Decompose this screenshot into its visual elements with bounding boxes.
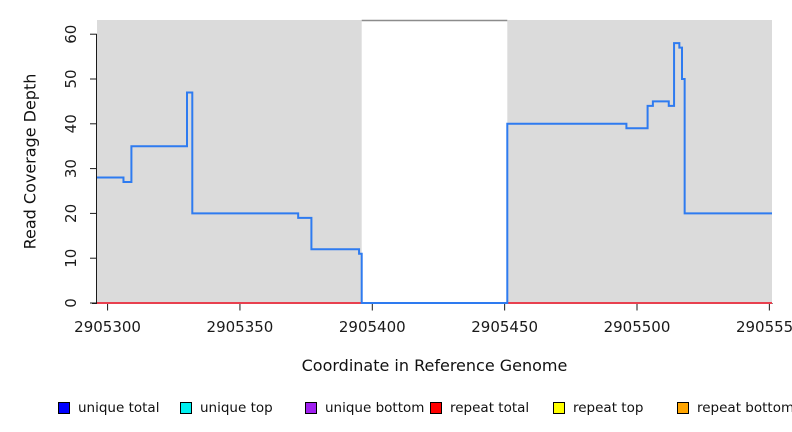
unique-top-swatch-icon xyxy=(180,402,192,414)
svg-text:0: 0 xyxy=(62,298,80,308)
repeat-total-swatch-icon xyxy=(430,402,442,414)
legend-label: unique total xyxy=(78,400,160,416)
unique-total-swatch-icon xyxy=(58,402,70,414)
svg-text:2905350: 2905350 xyxy=(207,318,274,336)
legend-label: unique top xyxy=(200,400,273,416)
svg-text:2905450: 2905450 xyxy=(471,318,538,336)
unique-bottom-swatch-icon xyxy=(305,402,317,414)
legend-item-repeat-bottom: repeat bottom xyxy=(677,399,792,417)
legend-item-repeat-top: repeat top xyxy=(553,399,643,417)
svg-text:20: 20 xyxy=(62,204,80,223)
repeat-bottom-swatch-icon xyxy=(677,402,689,414)
legend-item-unique-top: unique top xyxy=(180,399,273,417)
svg-text:30: 30 xyxy=(62,159,80,178)
legend-label: repeat total xyxy=(450,400,530,416)
svg-text:10: 10 xyxy=(62,249,80,268)
y-axis-title: Read Coverage Depth xyxy=(20,73,40,250)
legend-item-unique-total: unique total xyxy=(58,399,159,417)
svg-text:50: 50 xyxy=(62,69,80,88)
legend-item-unique-bottom: unique bottom xyxy=(305,399,424,417)
svg-text:2905400: 2905400 xyxy=(339,318,406,336)
legend-item-repeat-total: repeat total xyxy=(430,399,529,417)
svg-text:2905500: 2905500 xyxy=(604,318,671,336)
legend-label: repeat top xyxy=(573,400,644,416)
svg-text:40: 40 xyxy=(62,114,80,133)
x-axis-title: Coordinate in Reference Genome xyxy=(301,356,568,375)
legend-label: unique bottom xyxy=(325,400,425,416)
legend-label: repeat bottom xyxy=(697,400,792,416)
plot-area: 2905300 2905350 2905400 2905450 2905500 29055… xyxy=(62,19,792,336)
repeat-top-swatch-icon xyxy=(553,402,565,414)
svg-text:2905300: 2905300 xyxy=(74,318,141,336)
legend: unique total unique top unique bottom re… xyxy=(0,399,792,419)
svg-text:60: 60 xyxy=(62,25,80,44)
